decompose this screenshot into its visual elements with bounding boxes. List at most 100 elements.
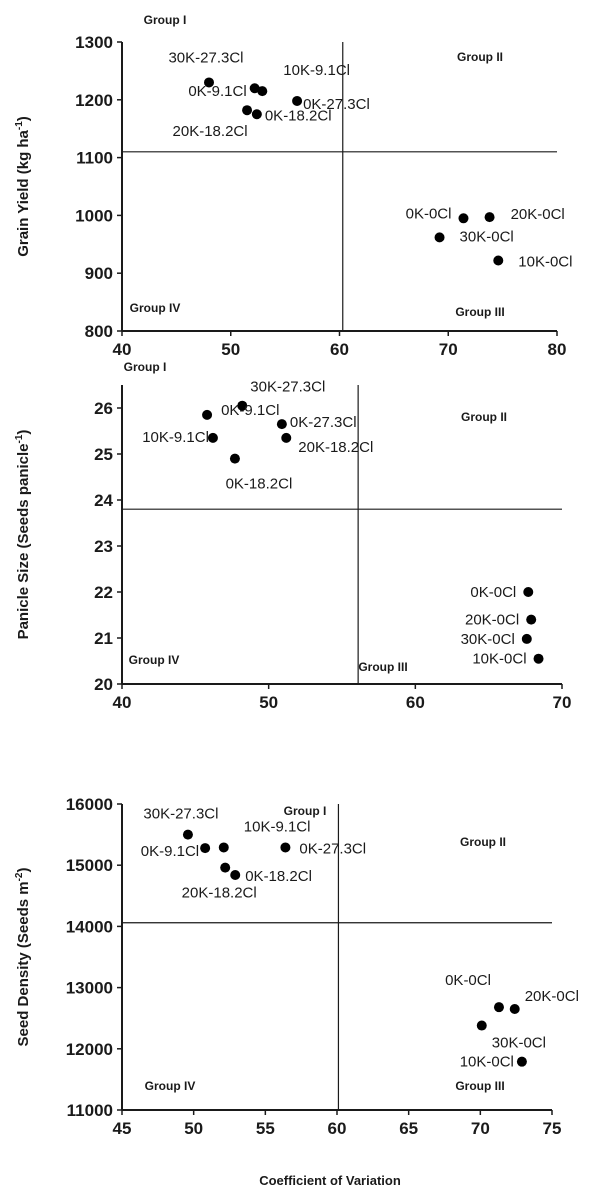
point-label: 10K-0Cl	[460, 1054, 514, 1071]
point-label: 0K-0Cl	[445, 972, 491, 989]
data-point	[200, 843, 211, 854]
data-point	[218, 842, 229, 853]
y-tick-label: 11000	[67, 1101, 113, 1120]
group-label: Group III	[455, 1079, 504, 1093]
point-label: 0K-18.2Cl	[265, 107, 332, 124]
data-point	[237, 400, 248, 411]
point-label: 30K-0Cl	[461, 631, 515, 648]
y-tick-label: 24	[94, 491, 113, 510]
point-label: 0K-27.3Cl	[299, 840, 366, 857]
point-label: 0K-18.2Cl	[226, 476, 293, 493]
group-label: Group I	[124, 360, 167, 374]
x-tick-label: 75	[543, 1119, 562, 1138]
data-point	[458, 213, 469, 224]
grain-yield-panel: 800 900 1000 1100 1200 1300 40 50 60 70 80 Grain Yi…	[14, 13, 572, 359]
group-label: Group II	[460, 835, 506, 849]
data-point	[533, 653, 544, 664]
data-point	[207, 432, 218, 443]
x-tick-label: 50	[184, 1119, 203, 1138]
y-axis-title-text: Seed Density (Seeds m	[15, 881, 32, 1046]
x-tick-label: 70	[471, 1119, 490, 1138]
data-point	[516, 1056, 527, 1067]
y-axis-title-text: Grain Yield (kg ha	[15, 129, 32, 256]
x-tick-label: 60	[330, 340, 349, 359]
x-tick-label: 60	[406, 693, 425, 712]
y-tick-label: 16000	[66, 795, 113, 814]
x-tick-label: 40	[113, 693, 132, 712]
group-label: Group II	[457, 50, 503, 64]
group-label: Group IV	[130, 301, 181, 315]
y-tick-label: 26	[94, 399, 113, 418]
data-point	[523, 587, 534, 597]
x-tick-label: 65	[399, 1119, 418, 1138]
point-label: 20K-0Cl	[511, 206, 565, 223]
y-axis-title-tail: )	[15, 116, 32, 121]
data-point	[521, 633, 532, 644]
y-axis-title-sup: -2	[14, 872, 25, 881]
data-point	[229, 453, 240, 464]
point-label: 0K-27.3Cl	[290, 414, 357, 431]
data-point	[249, 83, 260, 94]
group-label: Group II	[461, 410, 507, 424]
x-tick-label: 60	[328, 1119, 347, 1138]
x-tick-label: 70	[553, 693, 572, 712]
point-label: 30K-0Cl	[460, 228, 514, 245]
data-point	[493, 255, 504, 266]
y-axis-title-text: Panicle Size (Seeds panicle	[15, 443, 32, 639]
y-tick-label: 900	[85, 264, 113, 283]
point-label: 0K-0Cl	[406, 205, 452, 222]
group-label: Group I	[284, 804, 327, 818]
y-tick-label: 15000	[66, 856, 113, 875]
data-point	[280, 842, 291, 853]
x-tick-label: 55	[256, 1119, 275, 1138]
group-label: Group I	[144, 13, 187, 27]
y-tick-label: 13000	[66, 979, 113, 998]
data-point	[202, 409, 213, 420]
y-axis-title-tail: )	[15, 868, 32, 873]
y-tick-label: 1200	[75, 91, 113, 110]
y-tick-label: 14000	[66, 917, 113, 936]
data-point	[526, 614, 537, 625]
point-label: 0K-27.3Cl	[303, 96, 370, 113]
y-axis-title: Seed Density (Seeds m-2)	[14, 868, 32, 1047]
data-point	[220, 862, 231, 873]
x-tick-label: 40	[113, 340, 132, 359]
point-label: 10K-9.1Cl	[142, 429, 209, 446]
point-label: 10K-9.1Cl	[244, 818, 311, 835]
y-tick-label: 12000	[66, 1040, 113, 1059]
point-label: 10K-0Cl	[472, 651, 526, 668]
point-label: 0K-0Cl	[470, 584, 516, 601]
point-label: 30K-27.3Cl	[143, 806, 218, 823]
x-tick-label: 50	[259, 693, 278, 712]
point-label: 20K-18.2Cl	[173, 123, 248, 140]
point-label: 20K-18.2Cl	[182, 885, 257, 902]
seed-density-panel: 11000 12000 13000 14000 15000 16000 45 50 55 60 65…	[14, 795, 579, 1138]
group-label: Group III	[455, 305, 504, 319]
point-label: 30K-0Cl	[492, 1035, 546, 1052]
y-axis-title-sup: -1	[14, 434, 25, 443]
y-axis-title: Panicle Size (Seeds panicle-1)	[14, 430, 32, 640]
data-point	[476, 1020, 487, 1031]
data-point	[257, 86, 268, 97]
x-tick-label: 45	[113, 1119, 132, 1138]
data-point	[509, 1004, 520, 1015]
point-label: 30K-27.3Cl	[250, 379, 325, 396]
point-label: 20K-0Cl	[525, 988, 579, 1005]
x-axis-title: Coefficient of Variation	[259, 1173, 401, 1188]
data-point	[493, 1002, 504, 1013]
point-label: 0K-9.1Cl	[141, 843, 199, 860]
y-tick-label: 23	[94, 537, 113, 556]
y-tick-label: 21	[94, 629, 113, 648]
point-label: 30K-27.3Cl	[168, 49, 243, 66]
y-tick-label: 20	[94, 675, 113, 694]
x-tick-label: 70	[439, 340, 458, 359]
y-axis-title-sup: -1	[14, 121, 25, 130]
data-point	[434, 232, 445, 243]
data-point	[230, 869, 241, 880]
y-axis-title-tail: )	[15, 430, 32, 435]
y-tick-label: 1000	[75, 206, 113, 225]
group-label: Group IV	[145, 1079, 196, 1093]
group-label: Group III	[358, 660, 407, 674]
data-point	[292, 95, 303, 106]
